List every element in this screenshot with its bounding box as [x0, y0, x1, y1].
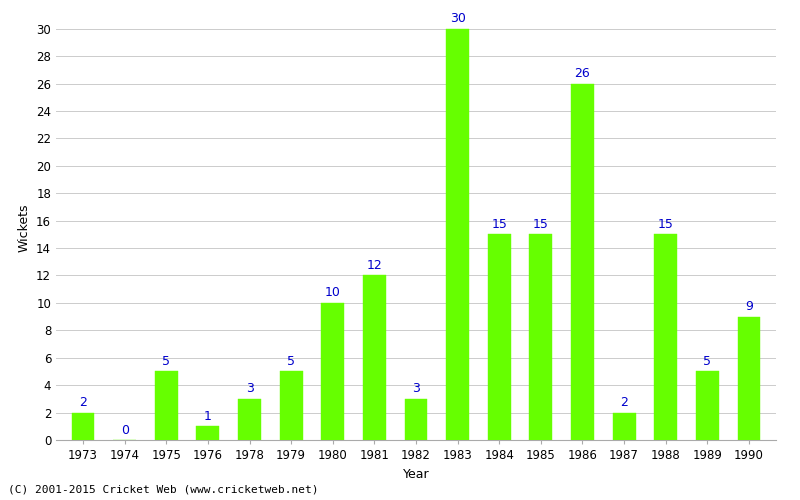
Text: 3: 3 — [246, 382, 254, 396]
Text: 2: 2 — [79, 396, 87, 409]
X-axis label: Year: Year — [402, 468, 430, 480]
Bar — [238, 399, 261, 440]
Bar — [405, 399, 427, 440]
Text: 10: 10 — [325, 286, 341, 300]
Text: 9: 9 — [745, 300, 753, 313]
Bar — [738, 316, 760, 440]
Bar — [72, 412, 94, 440]
Bar — [613, 412, 635, 440]
Bar — [322, 303, 344, 440]
Bar — [363, 276, 386, 440]
Text: 5: 5 — [703, 355, 711, 368]
Bar — [280, 372, 302, 440]
Text: 3: 3 — [412, 382, 420, 396]
Text: 0: 0 — [121, 424, 129, 436]
Bar — [197, 426, 219, 440]
Bar — [571, 84, 594, 440]
Text: 15: 15 — [658, 218, 674, 231]
Text: 30: 30 — [450, 12, 466, 26]
Bar — [696, 372, 718, 440]
Bar — [446, 28, 469, 440]
Text: 2: 2 — [620, 396, 628, 409]
Text: 15: 15 — [491, 218, 507, 231]
Bar — [155, 372, 178, 440]
Text: 5: 5 — [287, 355, 295, 368]
Text: 26: 26 — [574, 67, 590, 80]
Text: (C) 2001-2015 Cricket Web (www.cricketweb.net): (C) 2001-2015 Cricket Web (www.cricketwe… — [8, 485, 318, 495]
Text: 12: 12 — [366, 259, 382, 272]
Bar — [488, 234, 510, 440]
Bar — [530, 234, 552, 440]
Y-axis label: Wickets: Wickets — [18, 203, 30, 252]
Bar — [654, 234, 677, 440]
Text: 1: 1 — [204, 410, 212, 423]
Text: 5: 5 — [162, 355, 170, 368]
Text: 15: 15 — [533, 218, 549, 231]
